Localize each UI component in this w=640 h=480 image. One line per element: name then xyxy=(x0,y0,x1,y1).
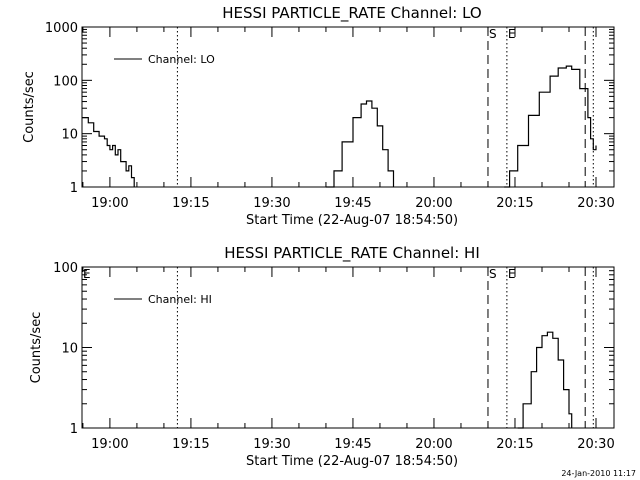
x-tick-label: 19:30 xyxy=(253,437,290,452)
x-tick-label: 19:15 xyxy=(172,196,209,211)
y-tick-label: 100 xyxy=(53,74,78,89)
y-tick-label: 1000 xyxy=(45,21,78,36)
legend-label: Channel: HI xyxy=(148,293,212,306)
x-tick-label: 20:15 xyxy=(496,437,533,452)
x-axis-label: Start Time (22-Aug-07 18:54:50) xyxy=(246,213,458,228)
plot-frame xyxy=(81,266,615,429)
marker-label: E xyxy=(508,27,516,41)
x-tick-label: 20:15 xyxy=(496,196,533,211)
x-tick-label: 19:45 xyxy=(334,196,371,211)
legend-label: Channel: LO xyxy=(148,53,215,66)
y-tick-label: 1 xyxy=(70,422,78,437)
x-tick-label: 20:00 xyxy=(415,196,452,211)
y-axis-label: Counts/sec xyxy=(29,312,44,384)
series-line xyxy=(504,65,597,188)
series-line xyxy=(82,117,135,187)
x-tick-label: 19:45 xyxy=(334,437,371,452)
y-tick-label: 10 xyxy=(61,342,78,357)
marker-label: E xyxy=(83,267,91,281)
y-tick-label: 10 xyxy=(61,128,78,143)
series-line xyxy=(325,100,395,188)
footer-timestamp: 24-Jan-2010 11:17 xyxy=(561,469,636,478)
chart-panel-2: HESSI PARTICLE_RATE Channel: HI 1 10 100 19:… xyxy=(29,244,615,469)
x-tick-label: 19:15 xyxy=(172,437,209,452)
chart-panel-1: HESSI PARTICLE_RATE Channel: LO 1 10 100 100… xyxy=(22,4,615,228)
x-tick-label: 19:30 xyxy=(253,196,290,211)
x-tick-label: 20:30 xyxy=(577,437,614,452)
y-tick-label: 1 xyxy=(70,181,78,196)
x-tick-label: 19:00 xyxy=(91,196,128,211)
x-tick-label: 20:00 xyxy=(415,437,452,452)
x-tick-label: 19:00 xyxy=(91,437,128,452)
plot-frame xyxy=(81,26,615,188)
x-tick-label: 20:30 xyxy=(577,196,614,211)
series-line xyxy=(517,331,573,429)
chart-title: HESSI PARTICLE_RATE Channel: LO xyxy=(222,4,481,23)
y-tick-label: 100 xyxy=(53,261,78,276)
marker-label: S xyxy=(489,27,497,41)
x-axis-label: Start Time (22-Aug-07 18:54:50) xyxy=(246,454,458,469)
marker-label: S xyxy=(489,267,497,281)
chart-title: HESSI PARTICLE_RATE Channel: HI xyxy=(224,244,480,263)
marker-label: E xyxy=(508,267,516,281)
y-axis-label: Counts/sec xyxy=(22,71,37,143)
